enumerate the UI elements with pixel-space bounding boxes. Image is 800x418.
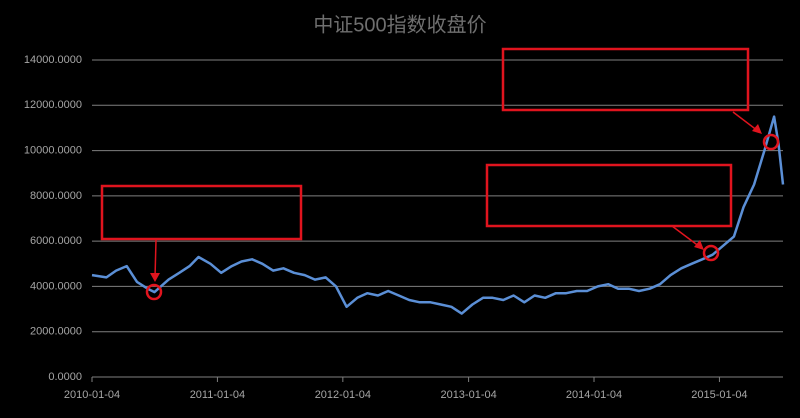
x-tick-label: 2010-01-04 (64, 389, 120, 401)
x-tick-label: 2011-01-04 (190, 389, 245, 401)
x-tick-label: 2014-01-04 (566, 389, 622, 401)
annotations (100, 47, 780, 301)
highlight-circle (145, 283, 163, 301)
arrow-head (150, 273, 160, 282)
x-tick-label: 2012-01-04 (315, 389, 371, 401)
y-tick-label: 2000.0000 (30, 326, 82, 338)
y-tick-label: 10000.0000 (24, 144, 82, 156)
arrow-head (694, 240, 704, 250)
arrow-head (752, 124, 762, 134)
line-series (91, 115, 785, 315)
annotation-box (100, 184, 303, 241)
y-tick-label: 12000.0000 (24, 99, 82, 111)
arrow (154, 239, 157, 279)
highlight-circle (762, 133, 780, 151)
highlight-circle (702, 244, 720, 262)
annotation-box (501, 47, 750, 112)
arrow (671, 225, 701, 248)
y-tick-label: 4000.0000 (30, 280, 82, 292)
x-tick-label: 2013-01-04 (440, 389, 496, 401)
annotation-box (485, 163, 733, 228)
plot-area: 0.0000 2000.0000 4000.0000 6000.0000 8000.00… (24, 54, 785, 401)
x-tick-label: 2015-01-04 (691, 389, 747, 401)
y-tick-label: 8000.0000 (30, 190, 82, 202)
y-tick-label: 14000.0000 (24, 54, 82, 66)
arrow (732, 111, 759, 132)
y-tick-label: 6000.0000 (30, 235, 82, 247)
chart-title: 中证500指数收盘价 (313, 13, 486, 36)
y-tick-label: 0.0000 (48, 371, 82, 383)
